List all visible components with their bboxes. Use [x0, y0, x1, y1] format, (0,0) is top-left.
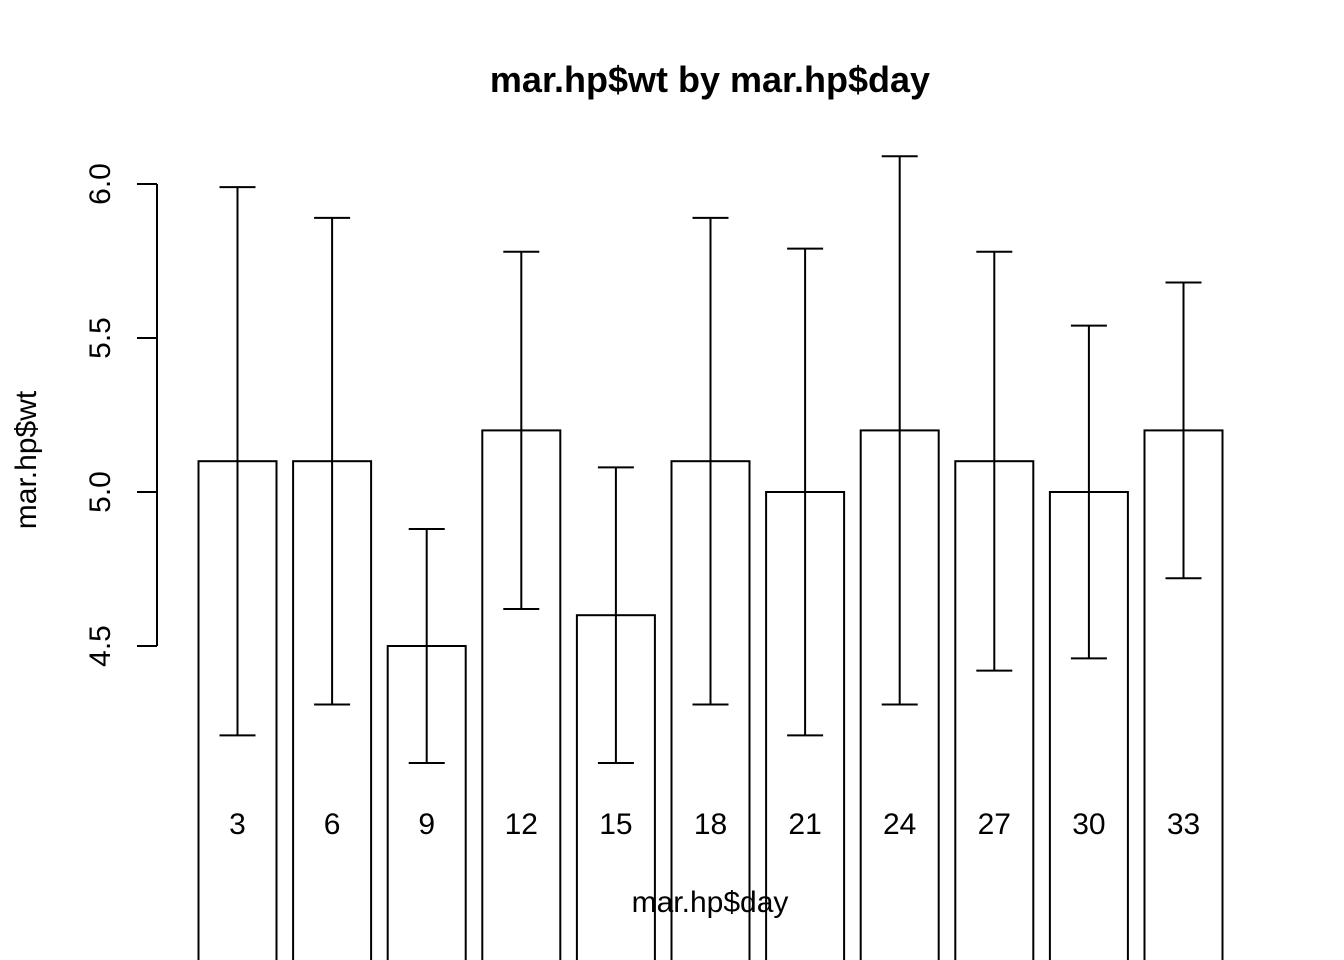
y-tick-label: 6.0 — [84, 163, 117, 205]
bar-group-12: 12 — [481, 250, 562, 960]
y-axis: 4.5 5.0 5.5 6.0 — [84, 163, 158, 667]
bar-group-30: 30 — [1048, 324, 1129, 960]
category-label: 9 — [418, 808, 435, 841]
y-tick-label: 5.0 — [84, 471, 117, 513]
category-label: 6 — [324, 808, 341, 841]
bar — [481, 429, 562, 960]
y-tick-label: 4.5 — [84, 625, 117, 667]
x-axis-label: mar.hp$day — [632, 886, 789, 919]
chart-title: mar.hp$wt by mar.hp$day — [490, 59, 930, 100]
category-label: 18 — [694, 808, 727, 841]
bar-group-3: 3 — [197, 186, 278, 960]
bar-group-9: 9 — [386, 527, 467, 960]
category-label: 12 — [505, 808, 538, 841]
category-label: 24 — [883, 808, 916, 841]
category-label: 15 — [599, 808, 632, 841]
category-label: 27 — [978, 808, 1011, 841]
category-label: 21 — [788, 808, 821, 841]
category-label: 33 — [1167, 808, 1200, 841]
bar-group-18: 18 — [670, 216, 751, 960]
category-label: 30 — [1072, 808, 1105, 841]
y-axis-label: mar.hp$wt — [10, 390, 43, 529]
bar-group-21: 21 — [765, 247, 846, 960]
bar-group-15: 15 — [575, 466, 656, 960]
bar-group-27: 27 — [954, 250, 1035, 960]
y-tick-label: 5.5 — [84, 317, 117, 359]
bar-group-24: 24 — [859, 155, 940, 960]
bar-group-33: 33 — [1143, 281, 1224, 960]
bar-group-6: 6 — [292, 216, 373, 960]
category-label: 3 — [229, 808, 246, 841]
bars-layer: 3 6 9 12 15 18 21 24 27 30 33 — [197, 155, 1224, 960]
